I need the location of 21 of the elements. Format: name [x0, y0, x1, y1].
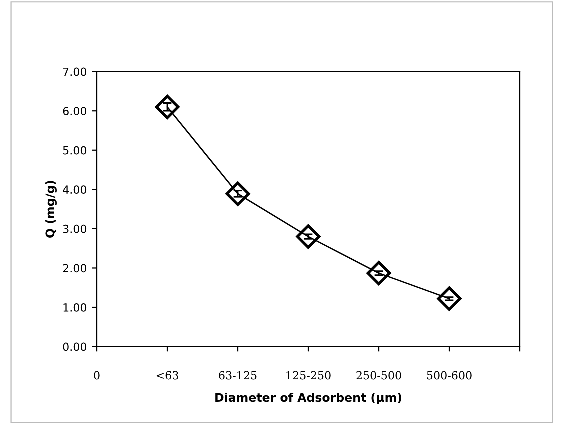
x-tick-label: 63-125 [219, 371, 257, 380]
point [226, 182, 250, 206]
y-tick-label: 7.00 [63, 68, 87, 76]
x-axis-title: Diameter of Adsorbent (µm) [216, 392, 402, 404]
point [296, 224, 321, 250]
y-tick-label: 4.00 [63, 186, 87, 194]
y-tick-label: 0.00 [63, 342, 87, 352]
y-tick-label: 2.00 [63, 264, 87, 273]
x-tick-label: 125-250 [286, 371, 331, 380]
x-tick-label: 500-600 [427, 371, 472, 380]
point [437, 286, 462, 312]
point [155, 94, 180, 120]
y-tick-label: 3.00 [63, 224, 87, 234]
x-tick-label: <63 [156, 371, 178, 380]
x-tick-label: 250-500 [356, 371, 402, 380]
point [366, 261, 392, 286]
y-tick-label: 6.00 [63, 107, 87, 116]
y-tick-label: 1.00 [64, 303, 87, 312]
y-axis-title: Q (mg/g) [45, 181, 57, 238]
x-tick-label: 0 [94, 371, 100, 380]
y-tick-label: 5.00 [63, 146, 87, 155]
